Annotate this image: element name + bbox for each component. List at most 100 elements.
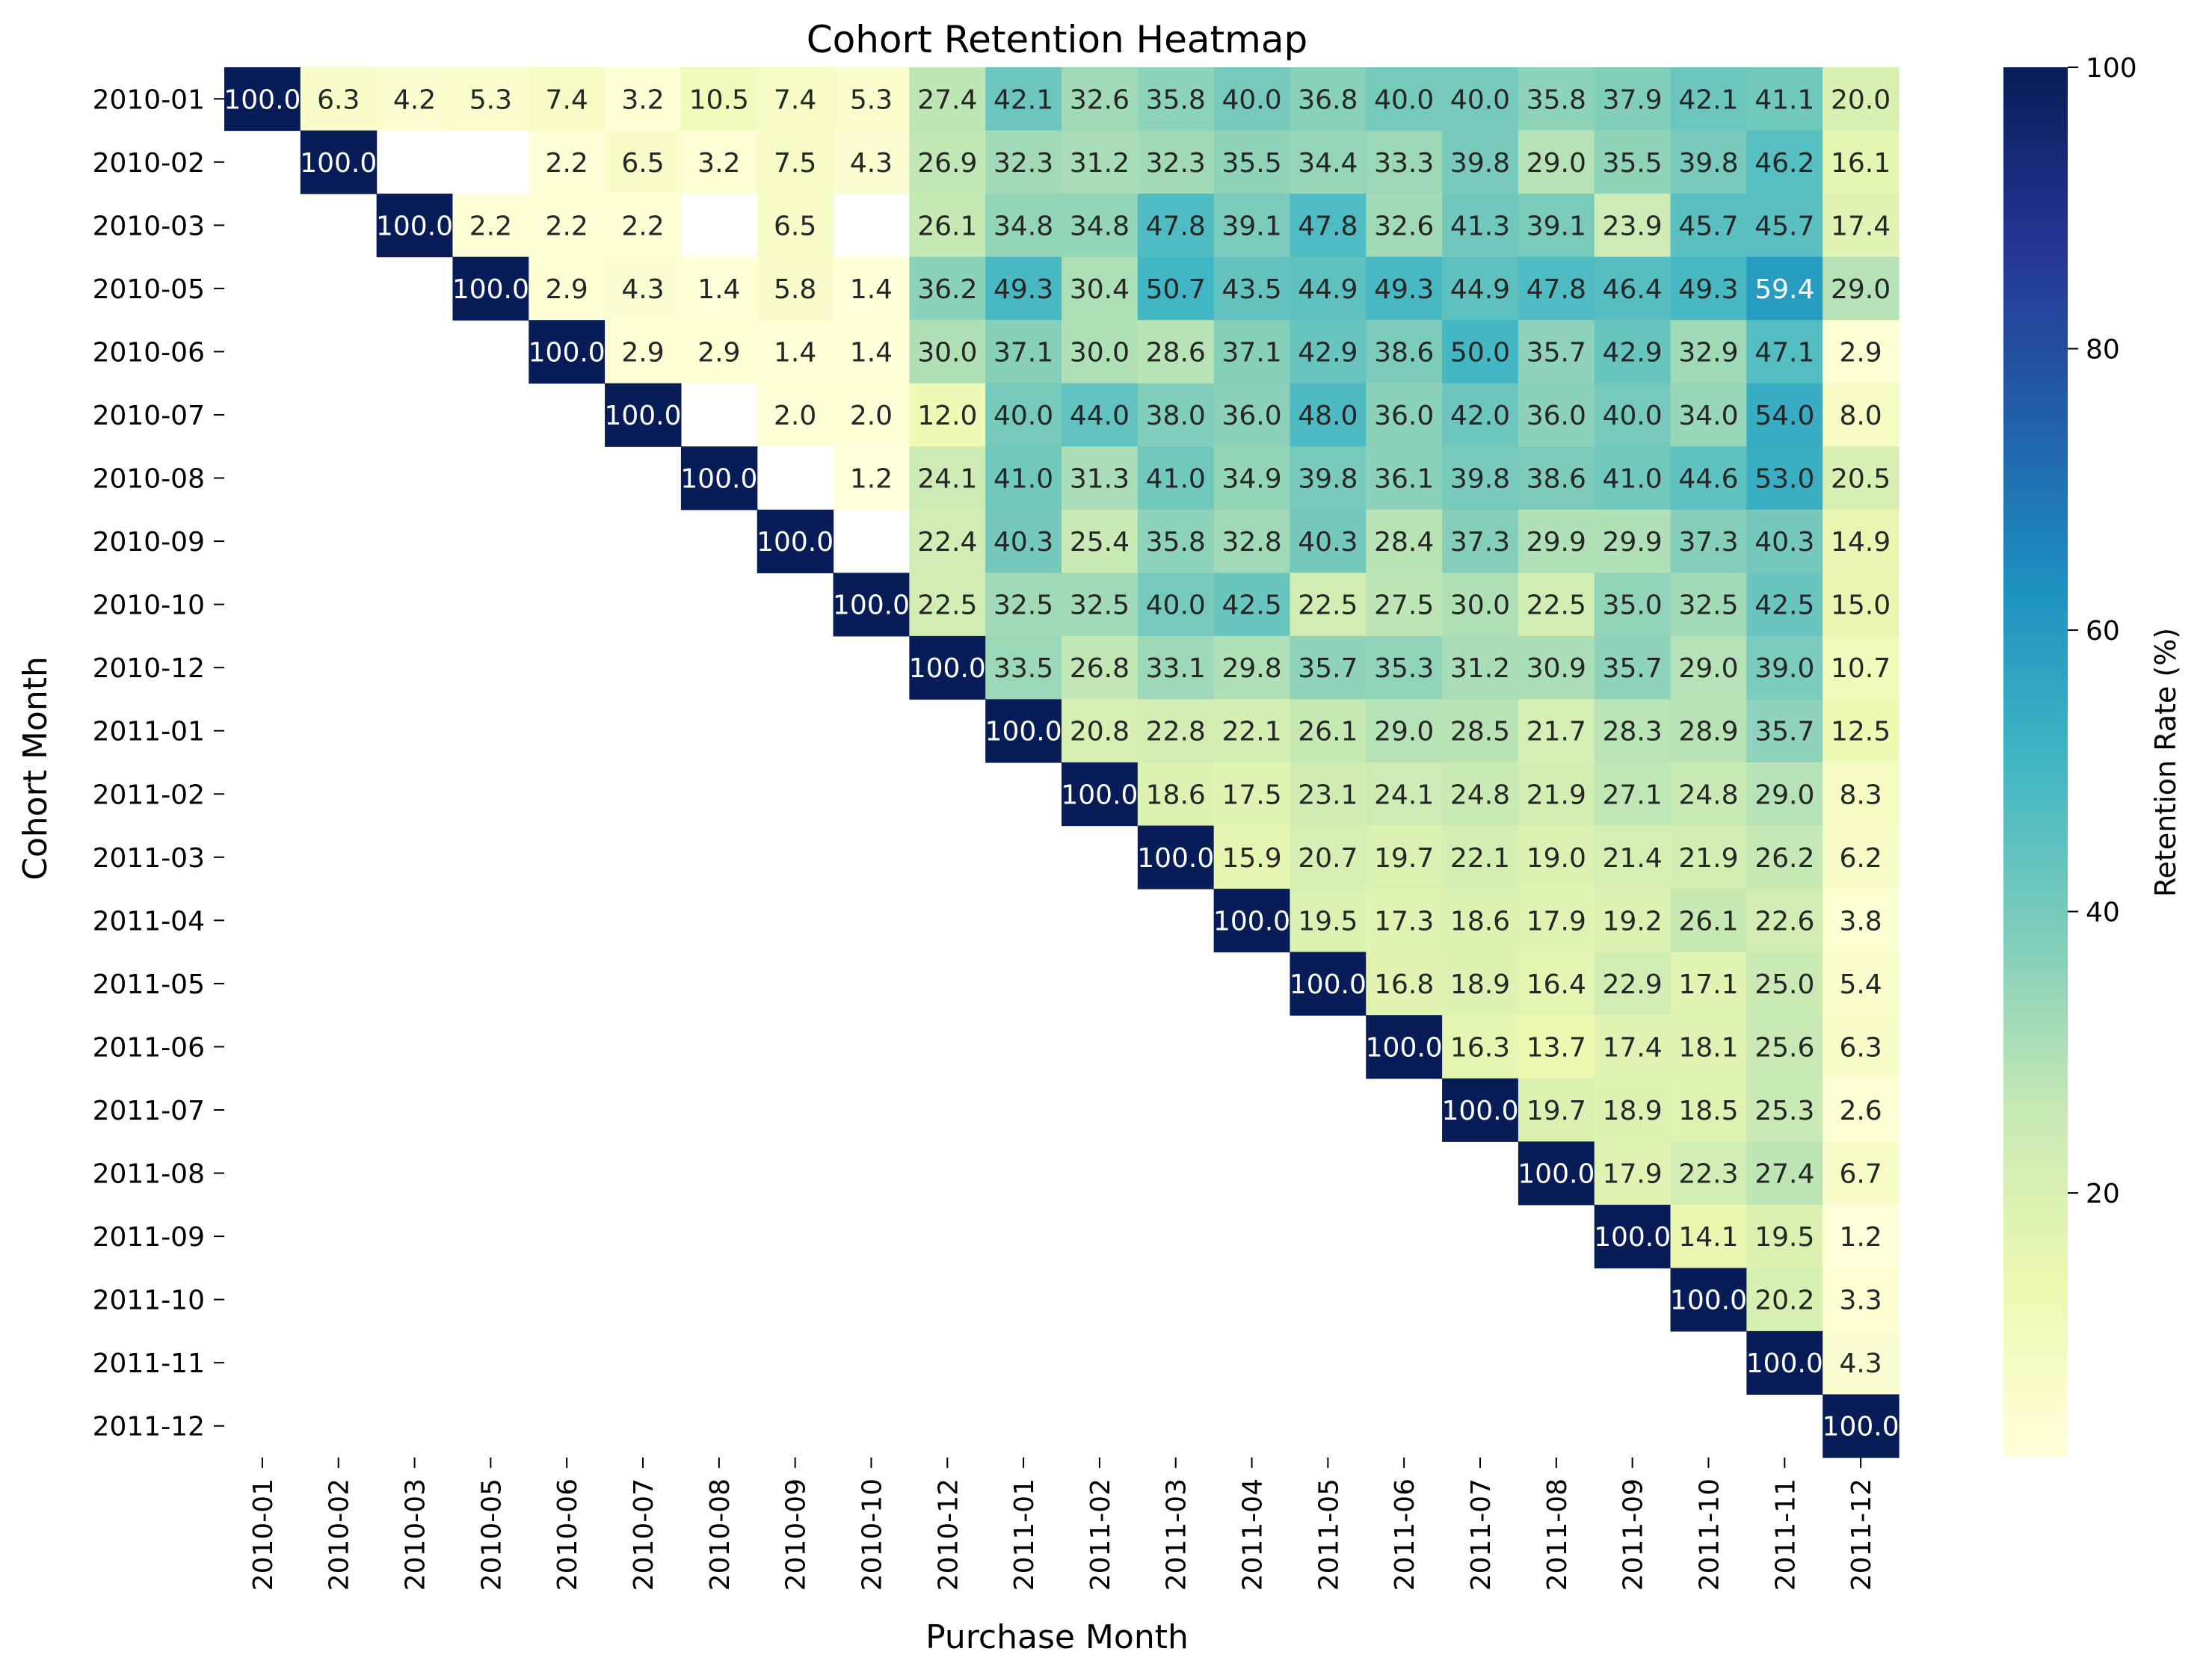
cell-value-label: 39.1 xyxy=(1526,211,1586,241)
heatmap-cell xyxy=(605,320,682,384)
cell-value-label: 100.0 xyxy=(1213,906,1290,937)
cell-value-label: 29.9 xyxy=(1603,527,1663,558)
heatmap-cell xyxy=(1442,699,1519,763)
x-tick-label: 2011-11 xyxy=(1770,1478,1801,1591)
cell-value-label: 100.0 xyxy=(1670,1286,1747,1316)
heatmap-cell xyxy=(1366,1015,1443,1079)
cell-value-label: 53.0 xyxy=(1754,464,1814,495)
heatmap-cell xyxy=(1518,320,1595,384)
heatmap-cell xyxy=(1823,1141,1900,1206)
cell-value-label: 54.0 xyxy=(1754,401,1814,431)
heatmap-cell xyxy=(909,383,986,447)
cell-value-label: 25.0 xyxy=(1754,969,1814,1000)
cell-value-label: 20.7 xyxy=(1298,843,1358,874)
heatmap-cell xyxy=(1823,889,1900,953)
heatmap-cell xyxy=(1213,635,1291,700)
heatmap-cell xyxy=(1442,635,1519,700)
heatmap-cell xyxy=(833,256,910,321)
heatmap-cell xyxy=(1746,825,1823,889)
cell-value-label: 41.1 xyxy=(1754,84,1814,115)
cell-value-label: 36.0 xyxy=(1526,401,1586,431)
heatmap-cell xyxy=(1594,825,1672,889)
cell-value-label: 35.7 xyxy=(1526,337,1586,368)
cell-value-label: 25.6 xyxy=(1754,1032,1814,1063)
cell-value-label: 16.3 xyxy=(1450,1032,1510,1063)
heatmap-cell xyxy=(1213,509,1291,573)
cell-value-label: 100.0 xyxy=(452,274,529,305)
cell-value-label: 100.0 xyxy=(604,401,681,431)
heatmap-cell xyxy=(1213,825,1291,889)
heatmap-cell xyxy=(1670,573,1747,637)
heatmap-cell xyxy=(1137,573,1215,637)
heatmap-cell xyxy=(1290,889,1367,953)
heatmap-cell xyxy=(1594,699,1672,763)
cell-value-label: 100.0 xyxy=(1441,1096,1518,1126)
heatmap-cell xyxy=(1062,320,1139,384)
cell-value-label: 30.0 xyxy=(917,337,977,368)
cell-value-label: 36.2 xyxy=(917,274,977,305)
cell-value-label: 17.5 xyxy=(1221,780,1281,810)
heatmap-cell xyxy=(1442,825,1519,889)
cell-value-label: 3.2 xyxy=(621,84,664,115)
x-tick-label: 2011-06 xyxy=(1390,1478,1420,1591)
cell-value-label: 18.9 xyxy=(1603,1096,1663,1126)
heatmap-cell xyxy=(1594,573,1672,637)
cell-value-label: 40.0 xyxy=(1221,84,1281,115)
cell-value-label: 22.3 xyxy=(1678,1159,1738,1190)
heatmap-cell xyxy=(1366,951,1443,1016)
cell-value-label: 100.0 xyxy=(376,211,453,241)
cell-value-label: 24.8 xyxy=(1678,780,1738,810)
cell-value-label: 100.0 xyxy=(985,717,1062,747)
heatmap-cell xyxy=(1137,194,1215,258)
cell-value-label: 3.2 xyxy=(697,148,740,179)
heatmap-cell xyxy=(1213,67,1291,132)
cell-value-label: 100.0 xyxy=(300,148,377,179)
heatmap-cell xyxy=(1670,130,1747,194)
cell-value-label: 100.0 xyxy=(1366,1032,1443,1063)
cell-value-label: 23.9 xyxy=(1603,211,1663,241)
cell-value-label: 32.5 xyxy=(1070,590,1130,621)
cell-value-label: 20.2 xyxy=(1754,1286,1814,1316)
heatmap-cell xyxy=(1594,130,1672,194)
heatmap-cell xyxy=(1366,320,1443,384)
cell-value-label: 32.6 xyxy=(1374,211,1434,241)
cell-value-label: 27.1 xyxy=(1603,780,1663,810)
heatmap-cell xyxy=(1823,573,1900,637)
heatmap-cell xyxy=(757,130,834,194)
heatmap-cell xyxy=(1746,1015,1823,1079)
heatmap-cell xyxy=(1823,130,1900,194)
cell-value-label: 19.5 xyxy=(1754,1222,1814,1253)
cell-value-label: 42.9 xyxy=(1298,337,1358,368)
heatmap-cell xyxy=(1670,1015,1747,1079)
cell-value-label: 7.4 xyxy=(774,84,816,115)
heatmap-cell xyxy=(1823,825,1900,889)
cell-value-label: 39.1 xyxy=(1221,211,1281,241)
cell-value-label: 44.6 xyxy=(1678,464,1738,495)
heatmap-cell xyxy=(1823,951,1900,1016)
cell-value-label: 25.4 xyxy=(1070,527,1130,558)
y-tick-label: 2011-07 xyxy=(93,1096,205,1126)
cell-value-label: 41.0 xyxy=(1603,464,1663,495)
cell-value-label: 49.3 xyxy=(993,274,1053,305)
x-axis: 2010-01 2010-02 2010-03 2010-05 2010-06 2010-… xyxy=(248,1458,1877,1591)
cell-value-label: 22.8 xyxy=(1146,717,1206,747)
heatmap-cell xyxy=(1746,383,1823,447)
cell-value-label: 27.5 xyxy=(1374,590,1434,621)
cell-value-label: 40.3 xyxy=(1298,527,1358,558)
cell-value-label: 21.9 xyxy=(1678,843,1738,874)
x-tick-label: 2010-03 xyxy=(401,1478,431,1591)
cell-value-label: 100.0 xyxy=(1746,1348,1823,1379)
heatmap-cell xyxy=(833,130,910,194)
heatmap-cell xyxy=(680,256,758,321)
heatmap-cell xyxy=(1670,762,1747,827)
cell-value-label: 37.9 xyxy=(1603,84,1663,115)
heatmap-cell xyxy=(1062,699,1139,763)
heatmap-cell xyxy=(1213,573,1291,637)
cell-value-label: 30.9 xyxy=(1526,653,1586,684)
cell-value-label: 14.1 xyxy=(1678,1222,1738,1253)
heatmap-cell xyxy=(300,130,378,194)
cell-value-label: 39.8 xyxy=(1678,148,1738,179)
cell-value-label: 19.7 xyxy=(1374,843,1434,874)
heatmap-cell xyxy=(1746,130,1823,194)
cell-value-label: 39.8 xyxy=(1450,464,1510,495)
